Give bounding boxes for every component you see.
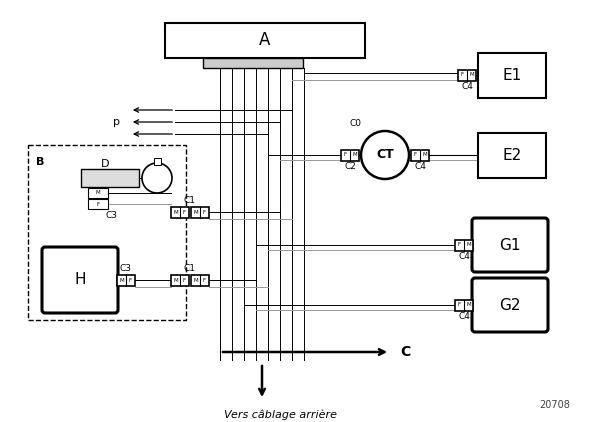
Text: A: A: [259, 31, 270, 49]
Bar: [455, 240, 473, 251]
Bar: [81, 169, 139, 187]
Text: F: F: [183, 209, 186, 214]
Text: E2: E2: [502, 148, 522, 162]
Text: F: F: [458, 243, 461, 247]
Text: Vers câblage arrière: Vers câblage arrière: [224, 410, 336, 420]
Circle shape: [142, 163, 172, 193]
Bar: [478, 133, 546, 178]
Text: M: M: [119, 278, 124, 282]
Text: C0: C0: [349, 119, 361, 127]
Text: CT: CT: [376, 149, 394, 162]
Text: p: p: [113, 117, 120, 127]
Bar: [154, 158, 161, 165]
Text: F: F: [458, 303, 461, 308]
Bar: [117, 274, 135, 286]
Text: M: M: [466, 303, 471, 308]
Bar: [341, 149, 359, 160]
Text: C1: C1: [184, 196, 196, 205]
Text: C4: C4: [458, 312, 470, 321]
Text: C3: C3: [120, 264, 132, 273]
Text: M: M: [173, 209, 178, 214]
Text: D: D: [101, 159, 109, 169]
Text: C4: C4: [458, 252, 470, 261]
Text: G1: G1: [499, 238, 521, 252]
Text: M: M: [469, 73, 474, 78]
Text: C3: C3: [106, 211, 118, 219]
Text: C1: C1: [184, 264, 196, 273]
Text: M: M: [352, 152, 357, 157]
Text: F: F: [344, 152, 347, 157]
Text: C4: C4: [461, 82, 473, 91]
Bar: [191, 274, 209, 286]
Text: G2: G2: [499, 298, 521, 313]
Bar: [88, 188, 108, 198]
Bar: [171, 274, 189, 286]
Bar: [455, 300, 473, 311]
Bar: [203, 57, 303, 68]
Bar: [411, 149, 429, 160]
Text: F: F: [129, 278, 132, 282]
Circle shape: [361, 131, 409, 179]
Text: F: F: [97, 201, 100, 206]
Text: C: C: [400, 345, 410, 359]
Text: M: M: [193, 209, 198, 214]
Text: M: M: [422, 152, 427, 157]
Bar: [88, 199, 108, 209]
Bar: [28, 145, 186, 320]
Bar: [171, 206, 189, 217]
Text: F: F: [414, 152, 417, 157]
Text: F: F: [203, 209, 206, 214]
Text: E1: E1: [502, 68, 522, 82]
Text: 20708: 20708: [539, 400, 570, 410]
Text: M: M: [193, 278, 198, 282]
FancyBboxPatch shape: [472, 218, 548, 272]
Bar: [191, 206, 209, 217]
Text: M: M: [173, 278, 178, 282]
Text: M: M: [95, 190, 100, 195]
Text: H: H: [74, 273, 86, 287]
Text: C4: C4: [414, 162, 426, 171]
Text: F: F: [203, 278, 206, 282]
Text: F: F: [183, 278, 186, 282]
Bar: [478, 52, 546, 97]
Text: M: M: [466, 243, 471, 247]
FancyBboxPatch shape: [42, 247, 118, 313]
Bar: [165, 22, 365, 57]
Text: F: F: [461, 73, 464, 78]
Text: C2: C2: [344, 162, 356, 171]
FancyBboxPatch shape: [472, 278, 548, 332]
Text: B: B: [36, 157, 44, 167]
Bar: [458, 70, 476, 81]
